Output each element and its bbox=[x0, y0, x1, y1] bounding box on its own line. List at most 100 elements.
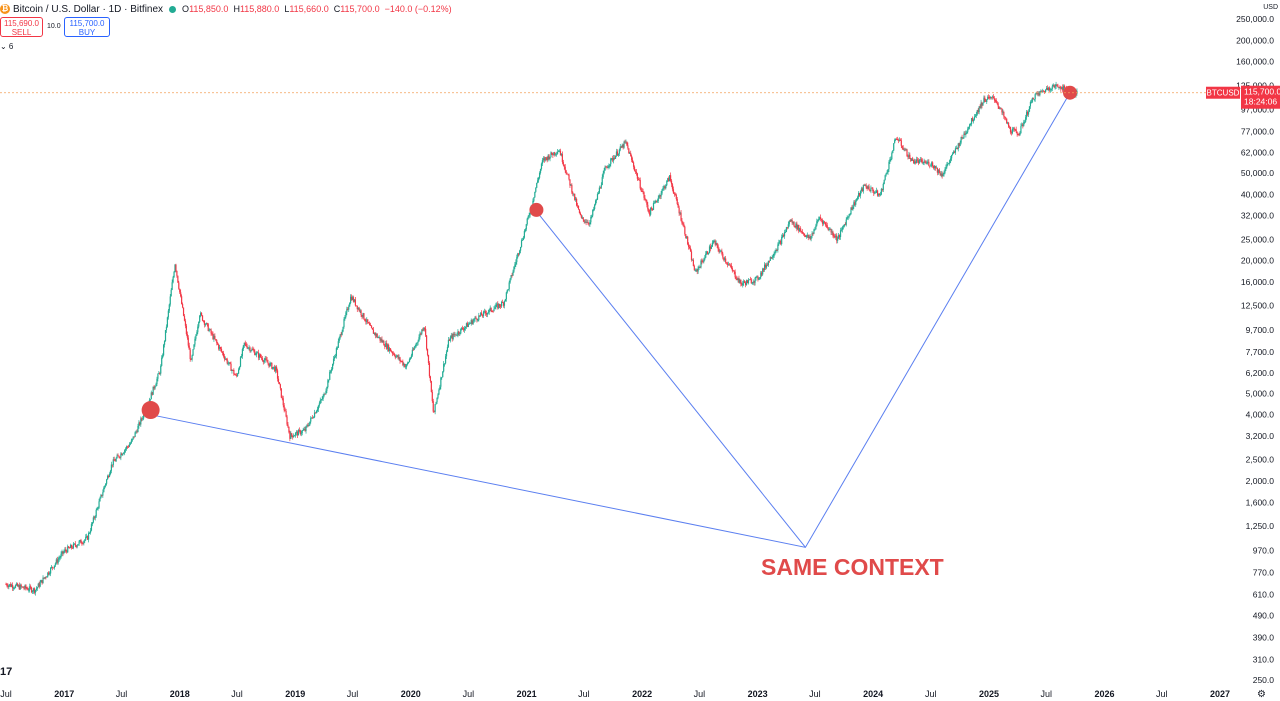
candle-body bbox=[802, 233, 805, 235]
candle-body bbox=[470, 320, 472, 324]
candle-body bbox=[257, 352, 260, 358]
candle-body bbox=[855, 200, 857, 205]
candle-body bbox=[181, 304, 184, 308]
candle-body bbox=[38, 583, 40, 587]
candle-body bbox=[558, 150, 561, 152]
candle-body bbox=[616, 151, 619, 156]
candle-body bbox=[69, 547, 71, 549]
candle-body bbox=[200, 312, 202, 316]
indicators-toggle[interactable]: ⌄ 6 bbox=[0, 42, 14, 51]
candle-body bbox=[641, 190, 643, 192]
candle-body bbox=[555, 153, 557, 155]
candle-body bbox=[914, 161, 917, 163]
candle-body bbox=[548, 155, 550, 160]
time-tick-label: 2020 bbox=[401, 689, 421, 699]
candle-body bbox=[347, 308, 349, 310]
candle-body bbox=[773, 253, 775, 257]
candle-body bbox=[430, 381, 432, 393]
candle-body bbox=[441, 377, 443, 378]
candle-body bbox=[651, 208, 654, 210]
candle-body bbox=[71, 547, 74, 549]
candle-body bbox=[956, 147, 958, 150]
candle-body bbox=[114, 460, 116, 462]
candle-body bbox=[335, 348, 338, 357]
candle-body bbox=[800, 228, 802, 232]
candle-body bbox=[936, 167, 938, 173]
candle-body bbox=[306, 425, 308, 427]
candle-body bbox=[524, 229, 526, 232]
candle-body bbox=[625, 141, 627, 143]
candle-body bbox=[501, 301, 504, 303]
candle-body bbox=[388, 348, 391, 352]
candle-body bbox=[875, 192, 877, 194]
candle-body bbox=[20, 584, 22, 587]
candle-body bbox=[504, 299, 506, 302]
candle-body bbox=[943, 172, 945, 175]
candle-body bbox=[799, 228, 801, 232]
time-tick-label: 2021 bbox=[517, 689, 537, 699]
candle-body bbox=[909, 154, 911, 159]
candle-body bbox=[887, 169, 889, 173]
candle-body bbox=[362, 313, 364, 317]
candle-body bbox=[692, 259, 694, 267]
candle-body bbox=[1047, 87, 1050, 90]
candle-body bbox=[971, 118, 974, 122]
candle-body bbox=[583, 219, 585, 222]
buy-button[interactable]: 115,700.0 BUY bbox=[64, 17, 110, 37]
candle-body bbox=[646, 200, 648, 205]
price-tick-label: 16,000.0 bbox=[1241, 277, 1274, 287]
candle-body bbox=[13, 587, 16, 589]
sell-button[interactable]: 115,690.0 SELL bbox=[0, 17, 43, 37]
candle-body bbox=[340, 334, 342, 336]
candle-body bbox=[677, 204, 679, 208]
price-tick-label: 390.0 bbox=[1253, 632, 1275, 642]
symbol-header: ₿ Bitcoin / U.S. Dollar · 1D · Bitfinex … bbox=[0, 2, 452, 16]
candle-body bbox=[706, 251, 708, 254]
candle-body bbox=[31, 591, 34, 593]
price-tick-label: 1,250.0 bbox=[1246, 521, 1275, 531]
candle-body bbox=[637, 178, 639, 180]
candle-body bbox=[660, 193, 662, 197]
candle-body bbox=[339, 334, 341, 338]
candle-body bbox=[728, 264, 731, 266]
candle-body bbox=[1005, 117, 1007, 119]
candle-body bbox=[581, 217, 583, 219]
candle-body bbox=[1042, 90, 1044, 92]
candle-body bbox=[686, 236, 688, 239]
candle-body bbox=[804, 235, 807, 238]
candle-body bbox=[780, 241, 782, 245]
price-tick-label: 160,000.0 bbox=[1236, 57, 1274, 67]
candle-body bbox=[514, 264, 516, 267]
candle-body bbox=[831, 231, 833, 233]
candle-body bbox=[98, 501, 100, 508]
candle-body bbox=[865, 185, 867, 188]
candle-body bbox=[449, 337, 451, 341]
tradingview-logo-icon[interactable]: 17 bbox=[0, 666, 13, 678]
candle-body bbox=[572, 192, 574, 195]
symbol-title[interactable]: Bitcoin / U.S. Dollar · 1D · Bitfinex bbox=[13, 3, 164, 15]
candle-body bbox=[288, 426, 290, 433]
candle-body bbox=[205, 323, 207, 325]
candle-body bbox=[33, 588, 36, 593]
candle-body bbox=[690, 251, 693, 261]
settings-icon[interactable]: ⚙ bbox=[1257, 689, 1266, 700]
candle-body bbox=[716, 243, 718, 246]
price-tick-label: 200,000.0 bbox=[1236, 35, 1274, 45]
candle-body bbox=[599, 187, 601, 189]
candle-body bbox=[384, 345, 386, 347]
candle-body bbox=[789, 221, 791, 223]
candle-body bbox=[874, 192, 876, 194]
candle-body bbox=[322, 395, 324, 399]
candle-body bbox=[540, 163, 543, 169]
candle-body bbox=[838, 235, 841, 237]
candle-body bbox=[484, 311, 487, 314]
candle-body bbox=[407, 362, 410, 363]
candle-body bbox=[519, 246, 522, 251]
candle-body bbox=[611, 158, 613, 159]
candle-body bbox=[331, 369, 333, 371]
candle-body bbox=[951, 153, 954, 156]
candle-body bbox=[160, 365, 162, 374]
price-tick-label: 97,000.0 bbox=[1241, 105, 1274, 115]
candle-body bbox=[184, 320, 187, 326]
